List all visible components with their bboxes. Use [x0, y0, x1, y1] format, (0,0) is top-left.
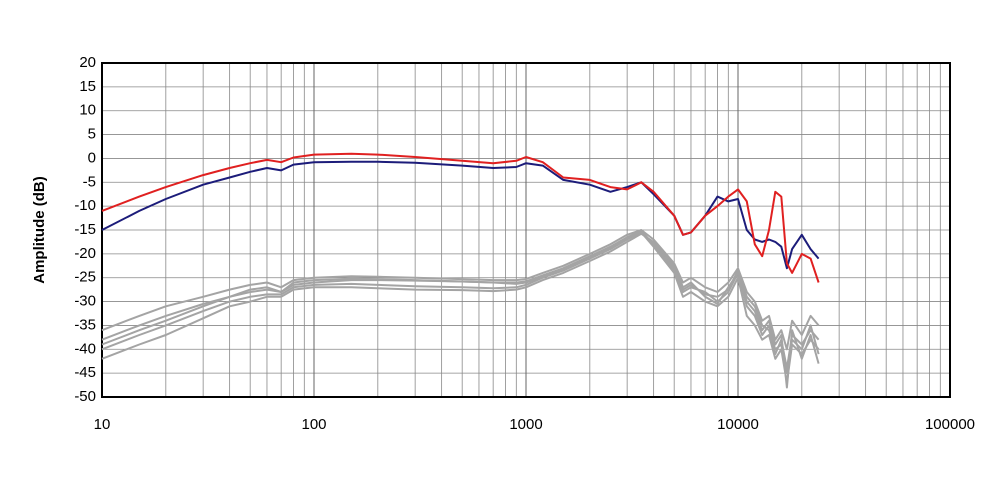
y-tick-label: -45 — [74, 364, 96, 381]
x-tick-label: 100 — [301, 416, 326, 433]
y-tick-label: -30 — [74, 293, 96, 310]
y-tick-label: -15 — [74, 221, 96, 238]
y-axis-label: Amplitude (dB) — [31, 176, 48, 283]
y-tick-label: 5 — [88, 126, 96, 143]
y-tick-label: -25 — [74, 269, 96, 286]
y-tick-label: 20 — [79, 54, 96, 71]
x-tick-label: 1000 — [509, 416, 542, 433]
line-series — [101, 160, 820, 270]
y-tick-label: 15 — [79, 78, 96, 95]
y-tick-label: -35 — [74, 316, 96, 333]
y-tick-label: -10 — [74, 197, 96, 214]
y-tick-label: 10 — [79, 102, 96, 119]
y-tick-label: -5 — [83, 173, 96, 190]
x-tick-label: 10000 — [717, 416, 759, 433]
y-tick-label: -50 — [74, 388, 96, 405]
line-series — [101, 229, 820, 351]
x-tick-label: 10 — [94, 416, 111, 433]
y-tick-label: -40 — [74, 340, 96, 357]
line-series — [101, 230, 820, 375]
line-series — [101, 232, 820, 389]
x-tick-label: 100000 — [925, 416, 975, 433]
y-tick-label: -20 — [74, 245, 96, 262]
y-tick-label: 0 — [88, 149, 96, 166]
line-series — [101, 152, 820, 283]
